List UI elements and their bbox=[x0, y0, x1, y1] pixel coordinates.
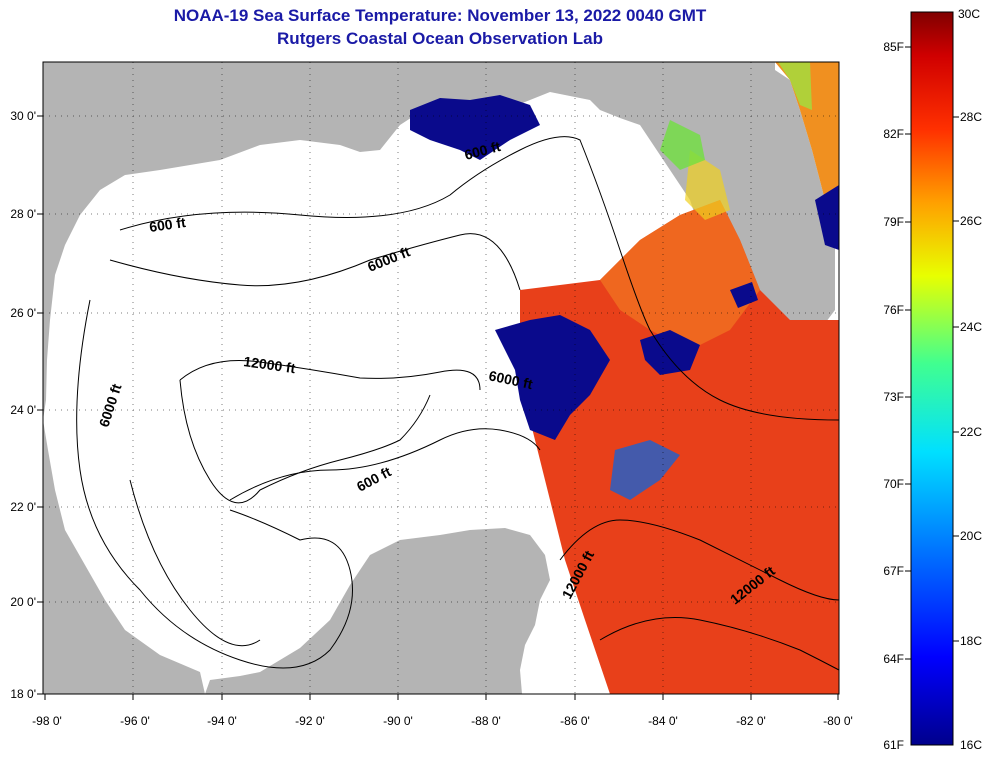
lat-lon-grid bbox=[43, 62, 839, 694]
sst-atlantic-green bbox=[778, 62, 812, 110]
colorbar-f-label: 61F bbox=[883, 738, 904, 752]
sst-swath-yellow bbox=[685, 150, 730, 220]
map-border bbox=[42, 61, 840, 695]
lon-tick-label: -80 0' bbox=[823, 714, 853, 728]
colorbar-c-label: 30C bbox=[958, 7, 980, 21]
lon-tick-label: -96 0' bbox=[120, 714, 150, 728]
colorbar-f-label: 73F bbox=[883, 390, 904, 404]
colorbar-f-label: 67F bbox=[883, 564, 904, 578]
land-yucatan bbox=[205, 528, 550, 694]
colorbar-c-label: 18C bbox=[960, 634, 982, 648]
lat-tick-label: 22 0' bbox=[10, 500, 36, 514]
lat-tick-label: 24 0' bbox=[10, 403, 36, 417]
lat-tick-label: 30 0' bbox=[10, 109, 36, 123]
colorbar-f-label: 85F bbox=[883, 40, 904, 54]
sst-swath-warm bbox=[520, 200, 839, 694]
lon-tick-label: -92 0' bbox=[295, 714, 325, 728]
cloud-patch-north bbox=[410, 95, 540, 160]
sst-atlantic-strip bbox=[775, 62, 839, 230]
colorbar-f-label: 64F bbox=[883, 652, 904, 666]
colorbar-f-label: 82F bbox=[883, 127, 904, 141]
sst-green-patch bbox=[660, 120, 705, 170]
lat-tick-label: 26 0' bbox=[10, 306, 36, 320]
colorbar-c-label: 24C bbox=[960, 320, 982, 334]
land-us-gulf-coast bbox=[43, 62, 835, 420]
colorbar-c-label: 20C bbox=[960, 529, 982, 543]
depth-contours bbox=[76, 136, 839, 671]
lat-tick-label: 18 0' bbox=[10, 687, 36, 701]
lon-tick-label: -90 0' bbox=[383, 714, 413, 728]
colorbar-f-label: 76F bbox=[883, 303, 904, 317]
cloud-patch-yucatan-channel bbox=[610, 440, 680, 500]
lon-tick-label: -88 0' bbox=[471, 714, 501, 728]
cloud-patch-small bbox=[730, 282, 758, 308]
sst-swath-orange bbox=[600, 200, 760, 350]
colorbar-c-label: 22C bbox=[960, 425, 982, 439]
cloud-patch-gulf-east bbox=[640, 330, 700, 375]
map-subtitle: Rutgers Coastal Ocean Observation Lab bbox=[277, 29, 603, 48]
lon-tick-label: -98 0' bbox=[32, 714, 62, 728]
colorbar-f-label: 79F bbox=[883, 215, 904, 229]
color-bar-scale bbox=[910, 11, 954, 746]
colorbar-c-label: 16C bbox=[960, 738, 982, 752]
lon-tick-label: -94 0' bbox=[207, 714, 237, 728]
colorbar-f-label: 70F bbox=[883, 477, 904, 491]
lon-tick-label: -82 0' bbox=[736, 714, 766, 728]
lon-tick-label: -86 0' bbox=[560, 714, 590, 728]
color-bar: 85F 82F 79F 76F 73F 70F 67F 64F 61F 30C … bbox=[883, 7, 982, 752]
lat-tick-label: 20 0' bbox=[10, 595, 36, 609]
cloud-patch-florida-east bbox=[815, 185, 839, 250]
lon-tick-label: -84 0' bbox=[648, 714, 678, 728]
contour-label-12000ft-central: 12000 ft bbox=[243, 353, 297, 376]
lat-tick-label: 28 0' bbox=[10, 207, 36, 221]
longitude-axis: -98 0' -96 0' -94 0' -92 0' -90 0' -88 0… bbox=[32, 694, 853, 728]
contour-label-600ft-west: 600 ft bbox=[148, 214, 187, 235]
map-title: NOAA-19 Sea Surface Temperature: Novembe… bbox=[173, 6, 707, 25]
latitude-axis: 30 0' 28 0' 26 0' 24 0' 22 0' 20 0' 18 0… bbox=[10, 109, 43, 701]
land-mexico-west bbox=[43, 420, 205, 694]
colorbar-c-label: 28C bbox=[960, 110, 982, 124]
colorbar-c-label: 26C bbox=[960, 214, 982, 228]
cloud-patch-central bbox=[495, 315, 610, 440]
